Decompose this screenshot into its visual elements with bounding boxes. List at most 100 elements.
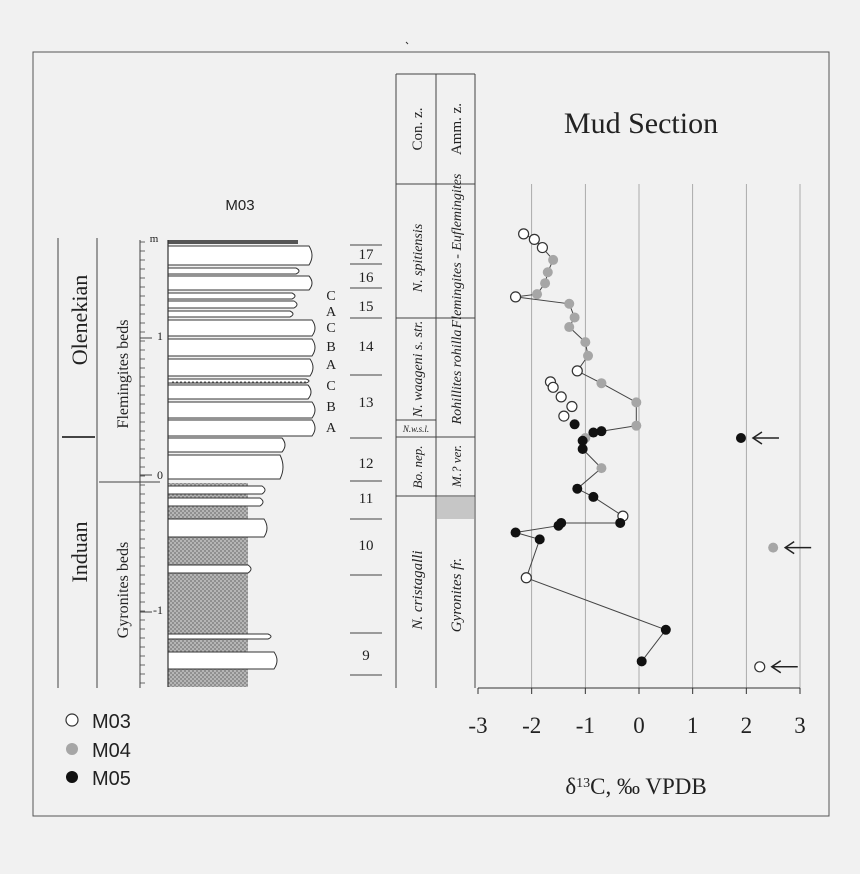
outlier-arrow-head (770, 660, 782, 674)
legend-marker-m05 (66, 771, 78, 783)
data-point-m05 (569, 419, 580, 430)
lithology-bed (167, 419, 316, 437)
conodont-zone-spitiensis: N. spitiensis (411, 223, 426, 293)
legend: M03 M04 M05 (65, 711, 131, 790)
chart-title: Mud Section (564, 107, 718, 140)
zone-columns (395, 73, 476, 688)
conodont-zone-header: Con. z. (410, 108, 426, 151)
bed-numbers: 17 16 15 14 13 12 11 10 9 (359, 247, 375, 664)
data-point-m03 (536, 241, 549, 254)
ammonoid-gap (437, 497, 474, 519)
meter-tick-0: 0 (157, 468, 163, 482)
bed-letter-c-top: C (326, 289, 335, 304)
lithology-bed (167, 401, 316, 419)
x-axis-label-suffix: C, ‰ VPDB (590, 774, 707, 799)
data-point-m05 (588, 427, 599, 438)
conodont-zone-cristagalli: N. cristagalli (410, 550, 426, 630)
lithology-bed (167, 300, 298, 309)
conodont-zone-bo-nep: Bo. nep. (410, 446, 425, 489)
legend-label-m04: M04 (92, 740, 131, 762)
legend-label-m03: M03 (92, 711, 131, 733)
data-point-m03 (509, 291, 522, 303)
x-tick-label: 3 (794, 713, 806, 738)
bed-number-10: 10 (359, 538, 374, 554)
data-point-m05 (660, 624, 671, 635)
lithology-bed (167, 275, 313, 291)
outlier-point-m03 (754, 661, 766, 673)
stage-columns (57, 238, 160, 688)
data-point-m04 (583, 350, 594, 361)
data-point-m03 (555, 391, 567, 403)
data-point-m04 (631, 420, 642, 431)
bed-number-12: 12 (359, 456, 374, 472)
ammonoid-zone-rohillites: Rohillites rohilla (450, 330, 465, 426)
lithology-bed (167, 384, 312, 400)
outlier-point-m05 (735, 433, 746, 444)
ammonoid-zone-header: Amm. z. (449, 103, 465, 155)
zone-labels: Con. z. Amm. z. N. spitiensis N. waageni… (402, 103, 465, 632)
x-tick-label: 2 (741, 713, 753, 738)
data-point-m04 (580, 337, 591, 348)
conodont-zone-nwsl: N.w.s.l. (402, 424, 429, 434)
bed-letter-a-lower: A (326, 421, 337, 436)
data-point-m03 (518, 228, 530, 240)
data-point-m05 (615, 517, 626, 528)
lithology-top-layer (168, 240, 298, 244)
bed-number-9: 9 (362, 648, 370, 664)
lithology-bed (167, 518, 268, 538)
bed-number-16: 16 (359, 270, 375, 286)
figure-frame (32, 51, 830, 817)
lithology-bed (167, 292, 296, 300)
lithology-bed (167, 437, 286, 453)
bed-letter-a-top: A (326, 305, 337, 320)
data-point-m05 (577, 443, 588, 454)
x-axis-label-prefix: δ (565, 774, 576, 799)
lithology-bed (167, 633, 272, 640)
meter-tick-1: 1 (157, 329, 163, 343)
data-point-m05 (572, 483, 583, 494)
x-ticks: -3 -2 -1 0 1 2 3 (468, 688, 806, 738)
lithology-bed (167, 564, 252, 574)
x-tick-label: -3 (468, 713, 487, 738)
bed-number-column (350, 244, 382, 676)
lithology-bed (167, 245, 313, 266)
bed-letter-b-lower: B (326, 400, 335, 415)
data-point-m05 (534, 534, 545, 545)
data-point-m04 (631, 397, 642, 408)
data-point-m03 (558, 410, 570, 422)
gridlines (531, 184, 801, 688)
data-point-m05 (636, 656, 647, 667)
legend-label-m05: M05 (92, 768, 131, 790)
data-point-m04 (532, 289, 543, 300)
bed-number-14: 14 (359, 339, 375, 355)
data-point-m04 (542, 267, 553, 278)
bed-letter-a-upper: A (326, 358, 337, 373)
legend-marker-m04 (66, 743, 78, 755)
lithology-bed (167, 497, 264, 507)
meter-tick-minus1: -1 (153, 603, 163, 617)
data-point-m04 (548, 254, 559, 265)
data-point-m04 (569, 312, 580, 323)
x-axis-label-superscript: 13 (576, 776, 590, 791)
data-point-m04 (540, 278, 551, 289)
bed-letter-b-upper: B (326, 340, 335, 355)
legend-marker-m03 (65, 713, 79, 727)
bed-number-17: 17 (359, 247, 375, 263)
meter-unit-label: m (150, 233, 159, 245)
lithology-bed (167, 454, 284, 480)
top-mark (405, 41, 409, 45)
bed-flemingites: Flemingites beds (115, 320, 132, 429)
bed-letters: C A C B A C B A (326, 289, 337, 436)
lithology-bed (167, 310, 294, 318)
data-point-m04 (564, 298, 575, 309)
stage-induan: Induan (67, 521, 92, 582)
data-point-m03 (547, 381, 559, 393)
outlier-arrow-head (751, 431, 763, 445)
lithology-bed (167, 267, 300, 275)
data-point-m04 (596, 463, 607, 474)
data-point-m03 (571, 365, 583, 377)
lithology-bed (167, 485, 266, 495)
bed-letter-c-lower: C (326, 379, 335, 394)
x-tick-label: -1 (576, 713, 595, 738)
